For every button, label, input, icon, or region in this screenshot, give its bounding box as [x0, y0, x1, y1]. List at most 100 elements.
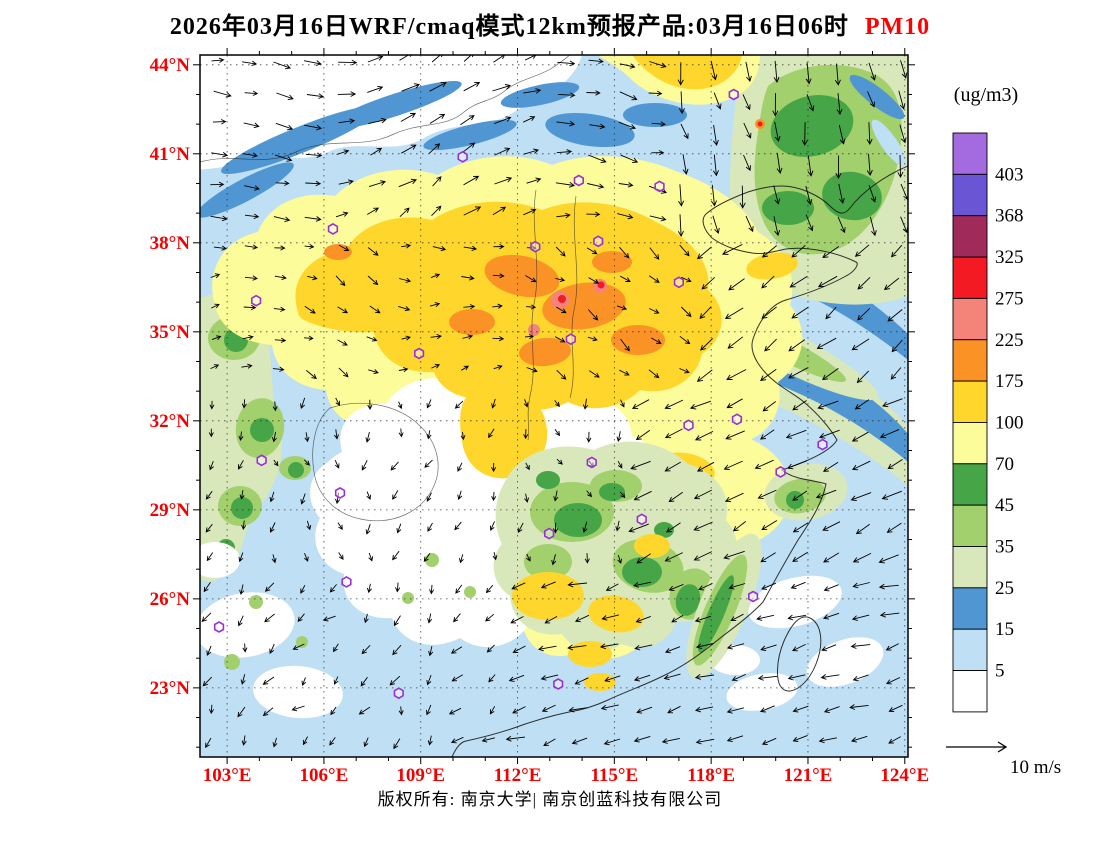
wind-arrow: [237, 706, 246, 718]
city-marker: [543, 527, 555, 540]
city-marker: [530, 240, 541, 253]
wind-arrow: [451, 674, 464, 682]
wind-arrow: [244, 213, 260, 220]
wind-arrow: [723, 460, 743, 470]
wind-arrow: [689, 400, 712, 410]
wind-arrow: [630, 460, 651, 470]
wind-arrow: [395, 582, 401, 593]
wind-arrow: [700, 338, 714, 351]
legend-threshold-label: 403: [995, 164, 1024, 185]
wind-arrow: [761, 275, 775, 289]
wind-arrow: [792, 522, 809, 533]
wind-arrow: [390, 461, 399, 471]
wind-arrow: [879, 611, 900, 618]
wind-arrow: [760, 552, 776, 563]
wind-arrow: [202, 676, 213, 687]
wind-arrow: [332, 643, 339, 653]
wind-arrow: [886, 522, 902, 533]
wind-arrow: [678, 91, 685, 115]
city-marker: [817, 438, 828, 451]
wind-arrow: [366, 336, 378, 342]
wind-arrow: [743, 122, 752, 139]
legend-color-cell: [952, 628, 988, 672]
wind-arrow: [205, 523, 213, 533]
wind-arrow: [489, 521, 495, 531]
wind-arrow: [587, 309, 599, 321]
wind-arrow: [462, 334, 474, 340]
wind-arrow: [664, 646, 681, 654]
wind-arrow: [772, 93, 779, 117]
wind-arrow: [512, 645, 526, 653]
wind-arrow: [586, 490, 593, 498]
wind-arrow: [365, 524, 371, 535]
wind-arrow: [791, 306, 809, 319]
wind-arrow: [239, 584, 245, 596]
wind-arrow: [305, 180, 322, 187]
wind-arrow: [677, 214, 684, 238]
wind-arrow: [825, 306, 837, 320]
wind-arrow: [603, 738, 621, 746]
wind-arrow: [488, 428, 495, 439]
wind-arrow: [241, 520, 247, 531]
wind-arrow: [426, 430, 432, 440]
wind-arrow: [431, 205, 442, 217]
wind-arrow: [426, 674, 432, 686]
wind-arrow: [668, 583, 684, 591]
wind-arrow: [650, 337, 662, 344]
wind-arrow: [648, 369, 660, 379]
wind-arrow: [695, 643, 714, 650]
axis-labels-layer: 103°E 106°E 109°E 112°E 115°E 118°E 121°E 124°E…: [150, 55, 929, 786]
wind-arrow: [787, 460, 808, 470]
wind-arrow: [869, 216, 877, 237]
wind-arrow: [554, 400, 560, 408]
wind-arrow: [206, 645, 212, 656]
wind-arrow: [491, 462, 497, 473]
wind-arrow: [367, 55, 384, 63]
wind-arrow: [262, 676, 275, 685]
city-marker: [593, 235, 604, 248]
wind-arrow: [698, 583, 713, 591]
wind-arrow: [587, 183, 605, 189]
wind-arrow: [524, 334, 535, 340]
wind-arrow: [850, 643, 871, 649]
wind-arrow: [453, 613, 461, 623]
wind-arrow: [866, 153, 873, 177]
wind-arrow: [428, 143, 441, 154]
wind-arrow: [601, 614, 619, 621]
wind-arrow: [459, 554, 464, 564]
wind-arrow: [726, 369, 747, 380]
wind-arrow: [334, 460, 340, 469]
wind-arrow: [883, 277, 900, 291]
wind-arrow: [849, 704, 869, 710]
wind-arrow: [761, 245, 777, 258]
wind-arrow: [850, 492, 872, 502]
wind-arrow: [801, 122, 808, 146]
wind-arrow: [212, 119, 227, 125]
wind-arrow: [633, 674, 651, 682]
wind-arrow: [694, 706, 714, 713]
wind-arrow: [209, 400, 215, 410]
wind-arrow: [711, 184, 718, 207]
wind-arrow: [244, 90, 259, 96]
wind-arrow: [574, 614, 590, 623]
wind-arrow: [462, 142, 476, 153]
wind-arrow: [242, 152, 258, 158]
wind-arrow: [213, 90, 232, 98]
wind-arrow: [834, 63, 841, 86]
wind-arrow: [240, 674, 246, 685]
wind-arrow: [553, 490, 559, 502]
wind-arrow: [494, 147, 511, 156]
wind-arrow: [307, 275, 318, 281]
city-marker: [553, 678, 564, 690]
wind-arrow: [885, 643, 899, 651]
wind-arrow: [512, 706, 526, 714]
wind-arrow: [244, 185, 260, 191]
wind-arrow: [393, 738, 401, 750]
wind-arrow: [211, 335, 222, 341]
wind-arrow: [398, 305, 411, 312]
wind-arrow: [211, 303, 220, 309]
wind-arrow: [728, 278, 745, 291]
wind-arrow: [363, 737, 369, 748]
wind-arrow: [210, 215, 228, 222]
